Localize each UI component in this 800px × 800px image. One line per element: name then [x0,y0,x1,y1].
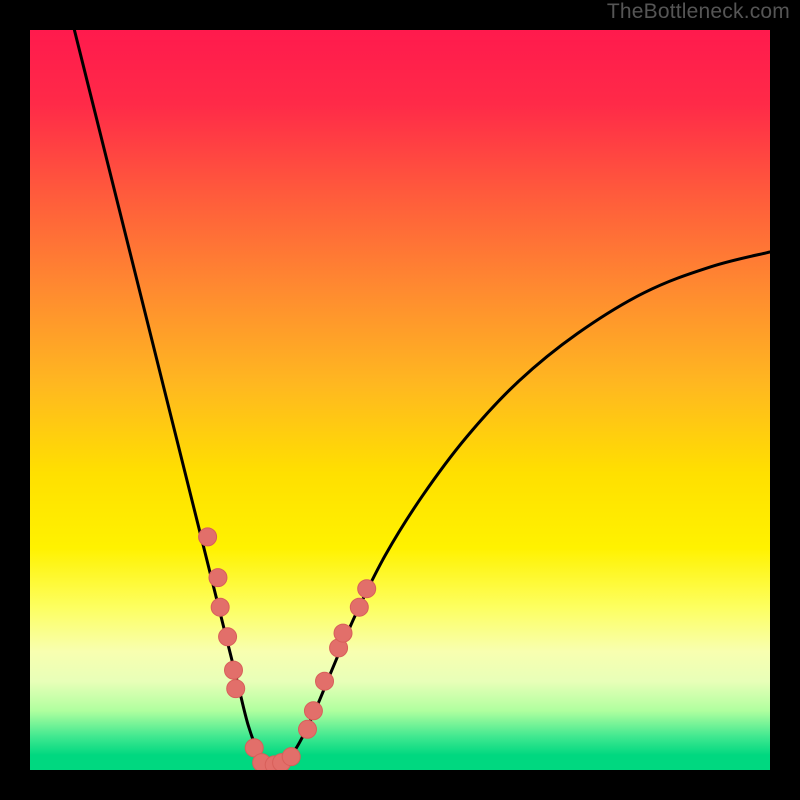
data-marker [358,580,376,598]
chart-background [30,30,770,770]
data-marker [299,720,317,738]
data-marker [227,680,245,698]
data-marker [304,702,322,720]
data-marker [209,569,227,587]
data-marker [334,624,352,642]
data-marker [350,598,368,616]
data-marker [282,748,300,766]
data-marker [199,528,217,546]
data-marker [316,672,334,690]
bottleneck-chart [0,0,800,800]
data-marker [225,661,243,679]
chart-container: TheBottleneck.com [0,0,800,800]
watermark-text: TheBottleneck.com [607,0,790,24]
data-marker [219,628,237,646]
data-marker [211,598,229,616]
